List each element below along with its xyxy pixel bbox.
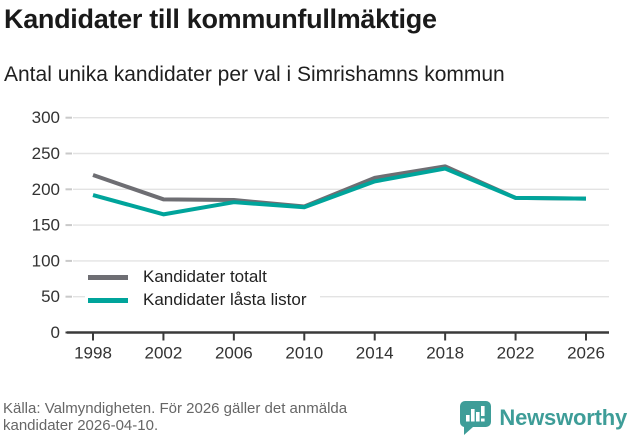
legend-label-lasta-listor: Kandidater låsta listor	[143, 290, 307, 309]
y-tick-label: 150	[32, 216, 60, 235]
page-title: Kandidater till kommunfullmäktige	[4, 4, 437, 34]
legend: Kandidater totalt Kandidater låsta listo…	[85, 265, 321, 315]
x-tick-label: 2026	[567, 344, 605, 363]
legend-item-kandidater-totalt: Kandidater totalt	[88, 267, 306, 287]
x-tick-label: 2014	[356, 344, 394, 363]
newsworthy-logo[interactable]: Newsworthy	[459, 400, 627, 436]
x-tick-label: 2022	[497, 344, 535, 363]
y-tick-label: 0	[51, 323, 60, 342]
newsworthy-wordmark: Newsworthy	[499, 405, 627, 430]
source-note-line1: Källa: Valmyndigheten. För 2026 gäller d…	[3, 400, 348, 417]
x-tick-label: 1998	[74, 344, 112, 363]
y-tick-label: 250	[32, 144, 60, 163]
series-line-kandidater-totalt	[92, 164, 587, 209]
chart-subtitle: Antal unika kandidater per val i Simrish…	[4, 63, 505, 86]
x-tick-label: 2006	[215, 344, 253, 363]
line-chart: 0 50 100 150 200 250 300 1998 2002 2006 2010 2014 20…	[32, 108, 609, 363]
source-note: Källa: Valmyndigheten. För 2026 gäller d…	[3, 400, 347, 434]
x-tick-label: 2018	[426, 344, 464, 363]
y-tick-label: 50	[41, 287, 60, 306]
legend-label-totalt: Kandidater totalt	[143, 267, 267, 286]
x-tick-label: 2002	[145, 344, 183, 363]
legend-swatch-totalt-icon	[88, 274, 128, 280]
y-tick-label: 100	[32, 251, 60, 270]
x-tick-label: 2010	[285, 344, 323, 363]
source-note-line2: kandidater 2026-04-10.	[3, 417, 159, 434]
newsworthy-logo-icon	[460, 401, 492, 435]
legend-item-kandidater-lasta-listor: Kandidater låsta listor	[88, 290, 306, 310]
y-tick-label: 300	[32, 108, 60, 127]
y-tick-label: 200	[32, 180, 60, 199]
legend-swatch-lasta-listor-icon	[88, 297, 128, 303]
series-line-kandidater-l-sta-listor	[92, 166, 587, 217]
